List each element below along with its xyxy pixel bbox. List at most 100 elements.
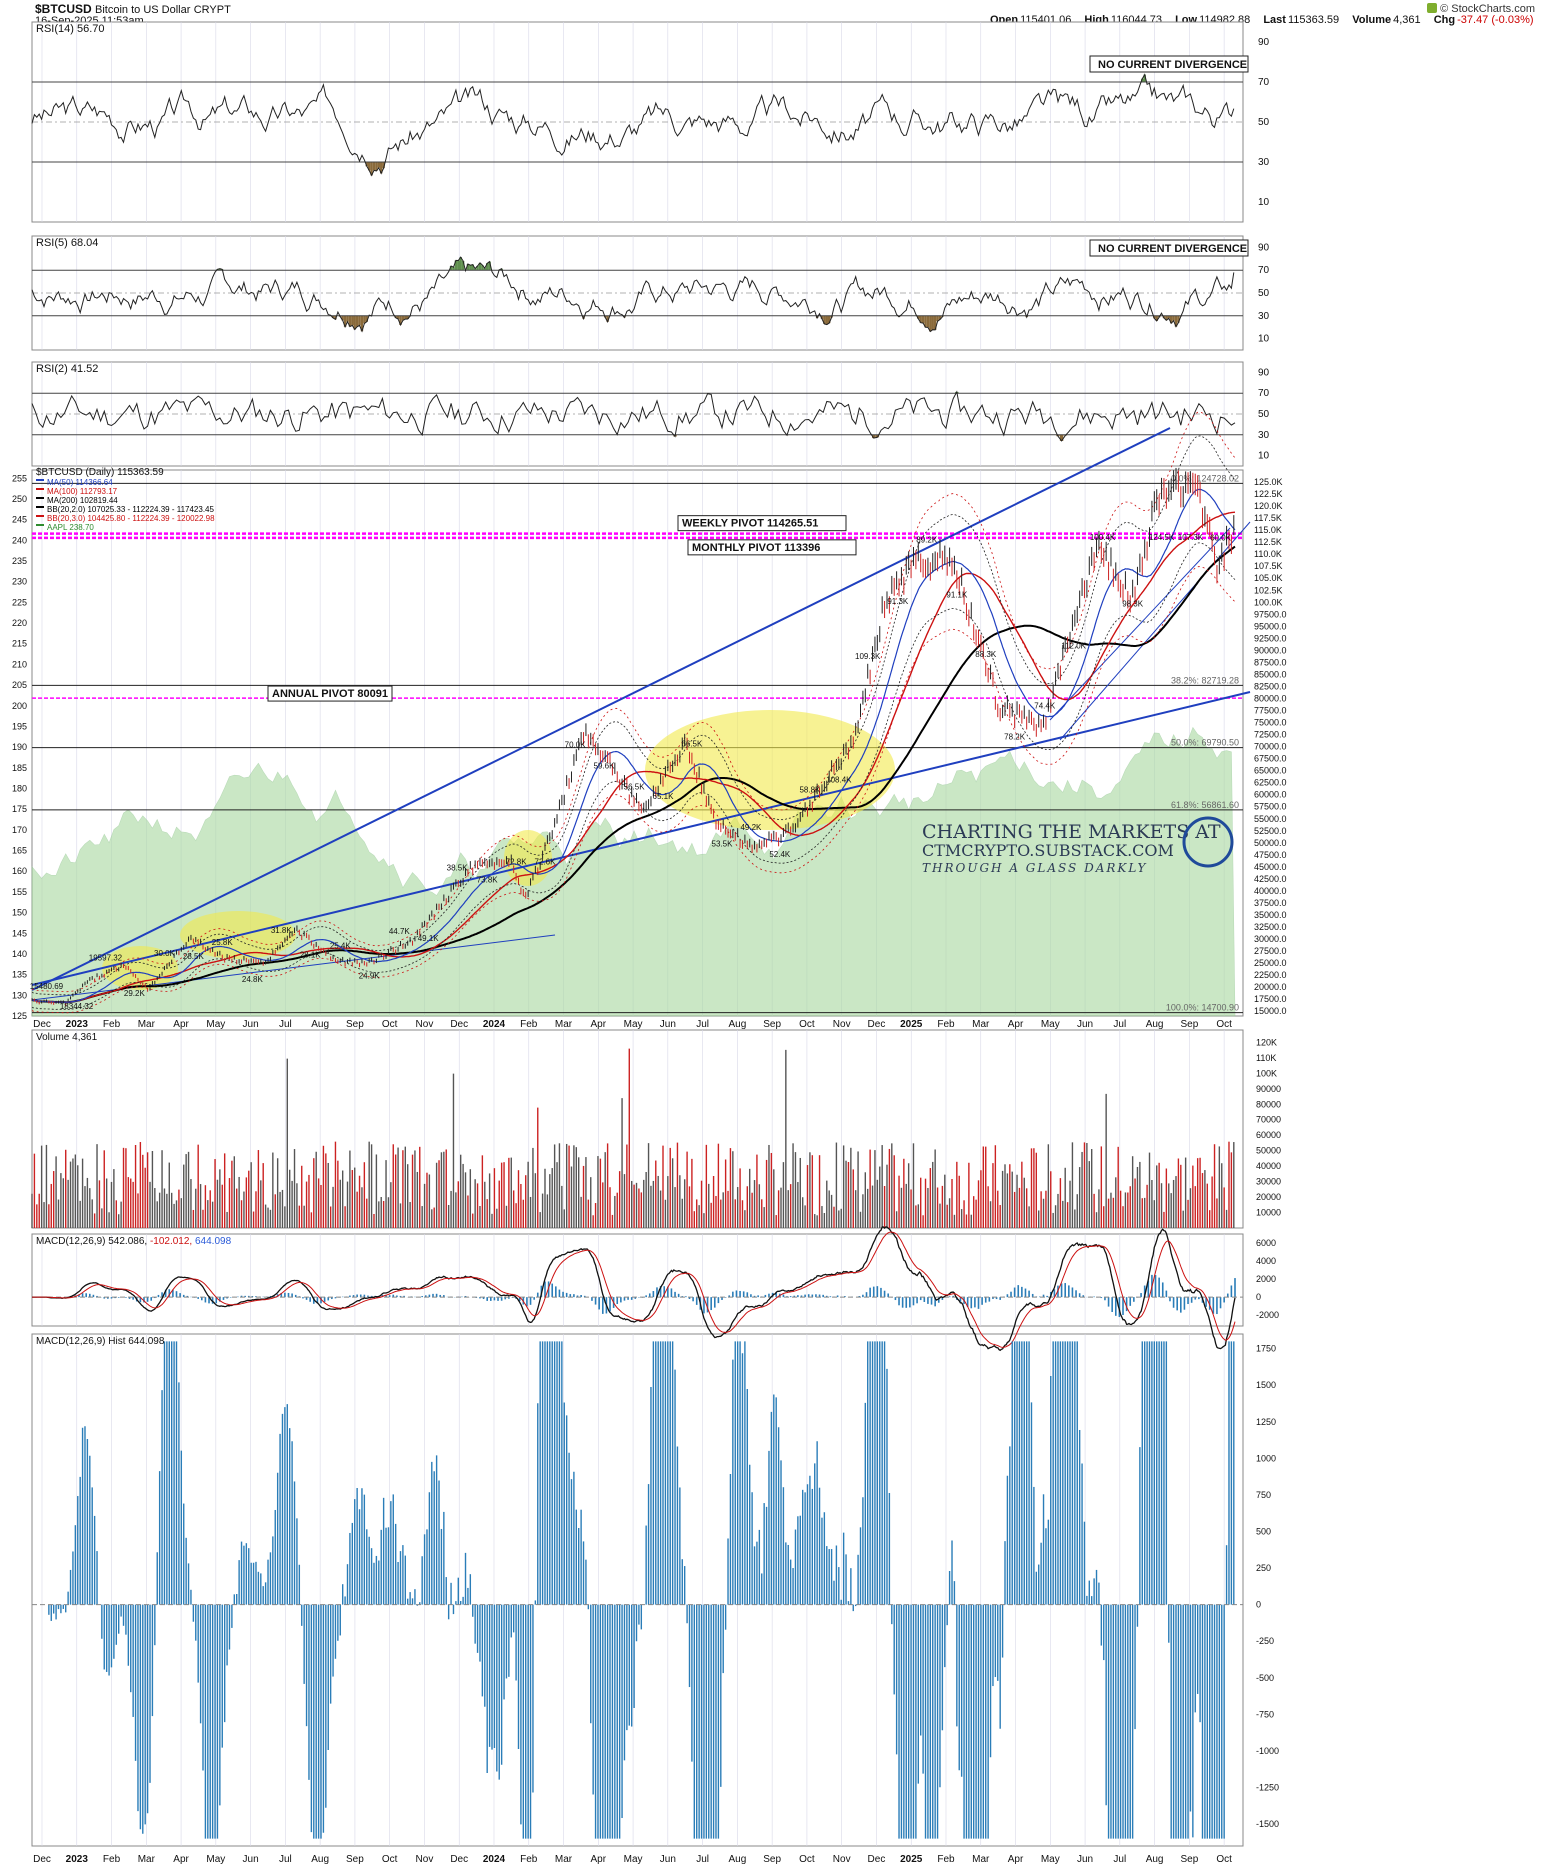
time-axis-label-bottom: Sep	[1180, 1854, 1198, 1865]
volume-axis-tick: 50000	[1256, 1146, 1281, 1156]
time-axis-label: Jun	[660, 1019, 676, 1030]
rsi2-line	[31, 390, 1236, 442]
price-axis-tick: 17500.0	[1254, 994, 1287, 1004]
volume-axis-tick: 70000	[1256, 1115, 1281, 1125]
annotation-box	[1089, 55, 1249, 73]
time-axis-label-bottom: Oct	[1216, 1854, 1232, 1865]
time-axis-label-bottom: Jun	[243, 1854, 259, 1865]
time-axis-label-bottom: Feb	[937, 1854, 955, 1865]
time-axis-label-bottom: Jul	[696, 1854, 709, 1865]
time-axis-label: May	[1041, 1019, 1060, 1030]
price-point-label: 49.2K	[740, 823, 762, 832]
time-axis-label: Sep	[763, 1019, 781, 1030]
left-axis-tick: 245	[12, 515, 27, 525]
price-point-label: 38.5K	[447, 864, 469, 873]
price-axis-tick: 20000.0	[1254, 982, 1287, 992]
pivot-label-text: MONTHLY PIVOT 113396	[692, 542, 820, 554]
volume-label: Volume	[1352, 14, 1392, 26]
price-axis-tick: 37500.0	[1254, 898, 1287, 908]
price-point-label: 88.3K	[975, 650, 997, 659]
time-axis-label: Nov	[416, 1019, 434, 1030]
hist-axis-tick: 750	[1256, 1490, 1271, 1500]
rsi5-axis-tick: 30	[1258, 311, 1270, 322]
price-axis-tick: 117.5K	[1254, 513, 1282, 523]
time-axis-label: Jul	[1113, 1019, 1126, 1030]
hist-axis-tick: -1500	[1256, 1819, 1279, 1829]
legend-swatch	[36, 524, 44, 526]
pivot-label-box	[677, 515, 847, 532]
left-axis-tick: 225	[12, 597, 27, 607]
time-axis-label: Feb	[937, 1019, 955, 1030]
price-axis-tick: 52500.0	[1254, 826, 1287, 836]
hist-axis-tick: -750	[1256, 1709, 1274, 1719]
consolidation-highlight	[645, 710, 895, 830]
time-axis-label-bottom: Jul	[279, 1854, 292, 1865]
rsi5-line	[31, 256, 1235, 333]
rsi14-axis-tick: 70	[1258, 77, 1270, 88]
ma200-line	[31, 545, 1236, 1004]
time-axis-label: Mar	[555, 1019, 573, 1030]
legend-entry: MA(200) 102819.44	[47, 496, 118, 505]
price-point-label: 109.3K	[855, 652, 881, 661]
time-axis-label: Sep	[346, 1019, 364, 1030]
price-point-label: 124.5K	[1149, 533, 1175, 542]
price-axis-tick: 102.5K	[1254, 585, 1283, 595]
macd-axis-tick: 0	[1256, 1292, 1261, 1302]
ma100-line	[31, 511, 1236, 1003]
left-axis-tick: 235	[12, 556, 27, 566]
left-axis-tick: 165	[12, 846, 27, 856]
legend-entry: MA(50) 114366.64	[47, 478, 113, 487]
time-axis-label-bottom: Apr	[173, 1854, 189, 1865]
time-axis-label-bottom: 2023	[66, 1854, 89, 1865]
time-axis-label-bottom: Aug	[311, 1854, 329, 1865]
price-point-label: 91.1K	[946, 590, 968, 599]
time-axis-label-bottom: May	[206, 1854, 225, 1865]
price-axis-tick: 70000.0	[1254, 742, 1287, 752]
symbol-text: $BTCUSD	[35, 2, 92, 16]
macd-panel-frame	[31, 1233, 1244, 1327]
left-axis-tick: 140	[12, 949, 27, 959]
hist-title: MACD(12,26,9) Hist 644.098	[36, 1336, 165, 1347]
time-axis-label: 2023	[66, 1019, 89, 1030]
time-axis-label-bottom: May	[624, 1854, 643, 1865]
macd-axis-tick: 6000	[1256, 1238, 1276, 1248]
left-axis-tick: 215	[12, 639, 27, 649]
volume-axis-tick: 10000	[1256, 1208, 1281, 1218]
price-point-label: 30.0K	[154, 949, 176, 958]
rsi5-title: RSI(5) 68.04	[36, 237, 98, 249]
bb-upper-line	[31, 435, 1236, 996]
vol-panel-frame	[31, 1029, 1244, 1229]
left-axis-tick: 145	[12, 928, 27, 938]
time-axis-label: Oct	[799, 1019, 815, 1030]
left-axis-tick: 130	[12, 990, 27, 1000]
price-point-label: 70.0K	[565, 740, 587, 749]
volume-axis-tick: 120K	[1256, 1037, 1277, 1047]
time-axis-label: Oct	[382, 1019, 398, 1030]
stockcharts-brand[interactable]: © StockCharts.com	[1427, 3, 1535, 15]
watermark-line: CHARTING THE MARKETS AT	[922, 821, 1221, 843]
time-axis-label-bottom: Feb	[520, 1854, 538, 1865]
left-axis-tick: 185	[12, 763, 27, 773]
time-axis-label: Apr	[591, 1019, 607, 1030]
time-axis-label-bottom: Sep	[346, 1854, 364, 1865]
trendline	[31, 427, 1171, 991]
hist-axis-tick: 1750	[1256, 1344, 1276, 1354]
rsi2-axis-tick: 90	[1258, 367, 1270, 378]
price-axis-tick: 32500.0	[1254, 922, 1287, 932]
time-axis-label-bottom: Oct	[799, 1854, 815, 1865]
time-axis-label-bottom: Nov	[833, 1854, 851, 1865]
left-axis-tick: 180	[12, 784, 27, 794]
rsi14-axis-tick: 10	[1258, 197, 1270, 208]
price-point-label: 108.4K	[826, 775, 852, 784]
price-axis-tick: 97500.0	[1254, 609, 1287, 619]
pivot-label: ANNUAL PIVOT 80091	[267, 685, 393, 702]
fib-level-label: 100.0%: 14700.90	[1166, 1003, 1239, 1013]
watermark-logo-icon	[1182, 816, 1234, 868]
left-axis-tick: 250	[12, 494, 27, 504]
legend-entry: BB(20,2.0) 107025.33 - 112224.39 - 11742…	[47, 505, 214, 514]
legend-swatch	[36, 497, 44, 499]
symbol-name: Bitcoin to US Dollar	[95, 4, 191, 16]
time-axis-label-bottom: Feb	[103, 1854, 121, 1865]
price-axis-tick: 22500.0	[1254, 970, 1287, 980]
time-axis-label: Dec	[868, 1019, 886, 1030]
